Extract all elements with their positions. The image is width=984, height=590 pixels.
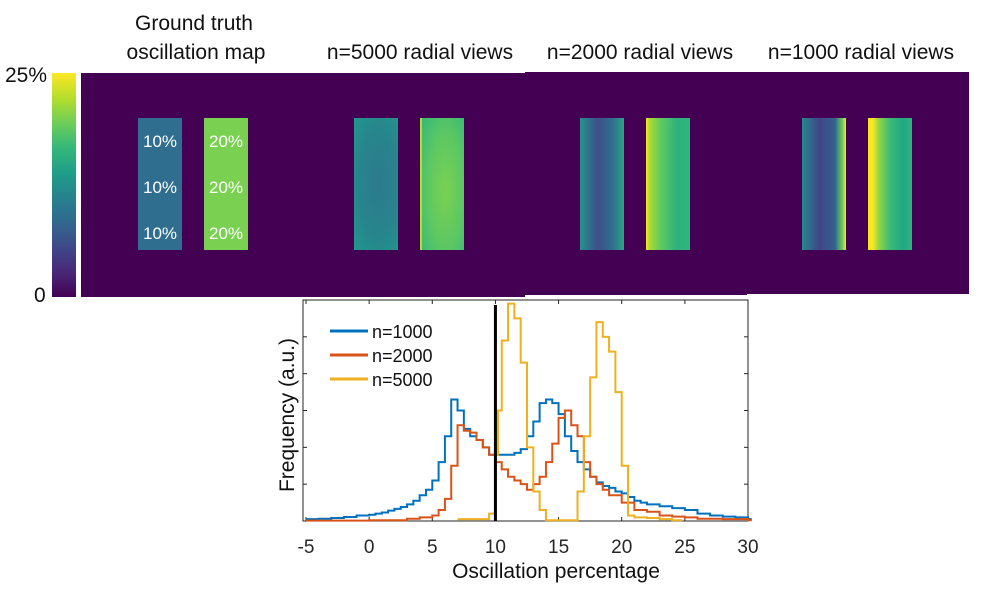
x-tick-label: 15	[548, 537, 569, 558]
n5000-region-10pct	[354, 118, 398, 250]
gt-label: 10%	[142, 132, 178, 151]
x-tick-label: 10	[485, 537, 506, 558]
n2000-region-10pct	[580, 118, 624, 250]
series-line-n=2000	[306, 409, 752, 522]
gt-label: 20%	[208, 132, 244, 151]
x-tick-label: 30	[737, 537, 758, 558]
panel-title-ground-truth-line1: Ground truth	[135, 12, 253, 35]
n5000-region-20pct	[420, 118, 464, 250]
series-line-n=1000	[306, 398, 752, 521]
plot-frame	[302, 299, 749, 522]
legend-label: n=2000	[372, 346, 433, 366]
legend-label: n=1000	[372, 322, 433, 342]
panel-title-n5000: n=5000 radial views	[326, 41, 514, 64]
colorbar	[52, 73, 76, 297]
map-background-n2000	[525, 72, 747, 295]
gt-label: 10%	[142, 178, 178, 197]
panel-title-ground-truth-line2: oscillation map	[126, 41, 266, 64]
gt-region-10pct: 10% 10% 10%	[138, 118, 182, 250]
colorbar-min-label: 0	[34, 284, 46, 307]
panel-title-n1000: n=1000 radial views	[767, 41, 955, 64]
y-axis-label: Frequency (a.u.)	[276, 338, 299, 492]
x-tick-label: 0	[364, 537, 375, 558]
n2000-region-20pct	[646, 118, 690, 250]
colorbar-max-label: 25%	[5, 64, 48, 87]
n1000-region-20pct	[868, 118, 912, 250]
x-tick-label: 25	[674, 537, 695, 558]
x-tick-label: 5	[427, 537, 438, 558]
gt-label: 10%	[142, 224, 178, 243]
gt-region-20pct: 20% 20% 20%	[204, 118, 248, 250]
gt-label: 20%	[208, 224, 244, 243]
series-line-n=5000	[457, 302, 683, 522]
x-tick-label: 20	[611, 537, 632, 558]
x-axis-label: Oscillation percentage	[452, 560, 660, 583]
legend-label: n=5000	[372, 370, 433, 390]
x-tick-label: -5	[298, 537, 315, 558]
n1000-region-10pct	[802, 118, 846, 250]
panel-title-n2000: n=2000 radial views	[546, 41, 734, 64]
gt-label: 20%	[208, 178, 244, 197]
map-background-n1000	[747, 72, 969, 294]
